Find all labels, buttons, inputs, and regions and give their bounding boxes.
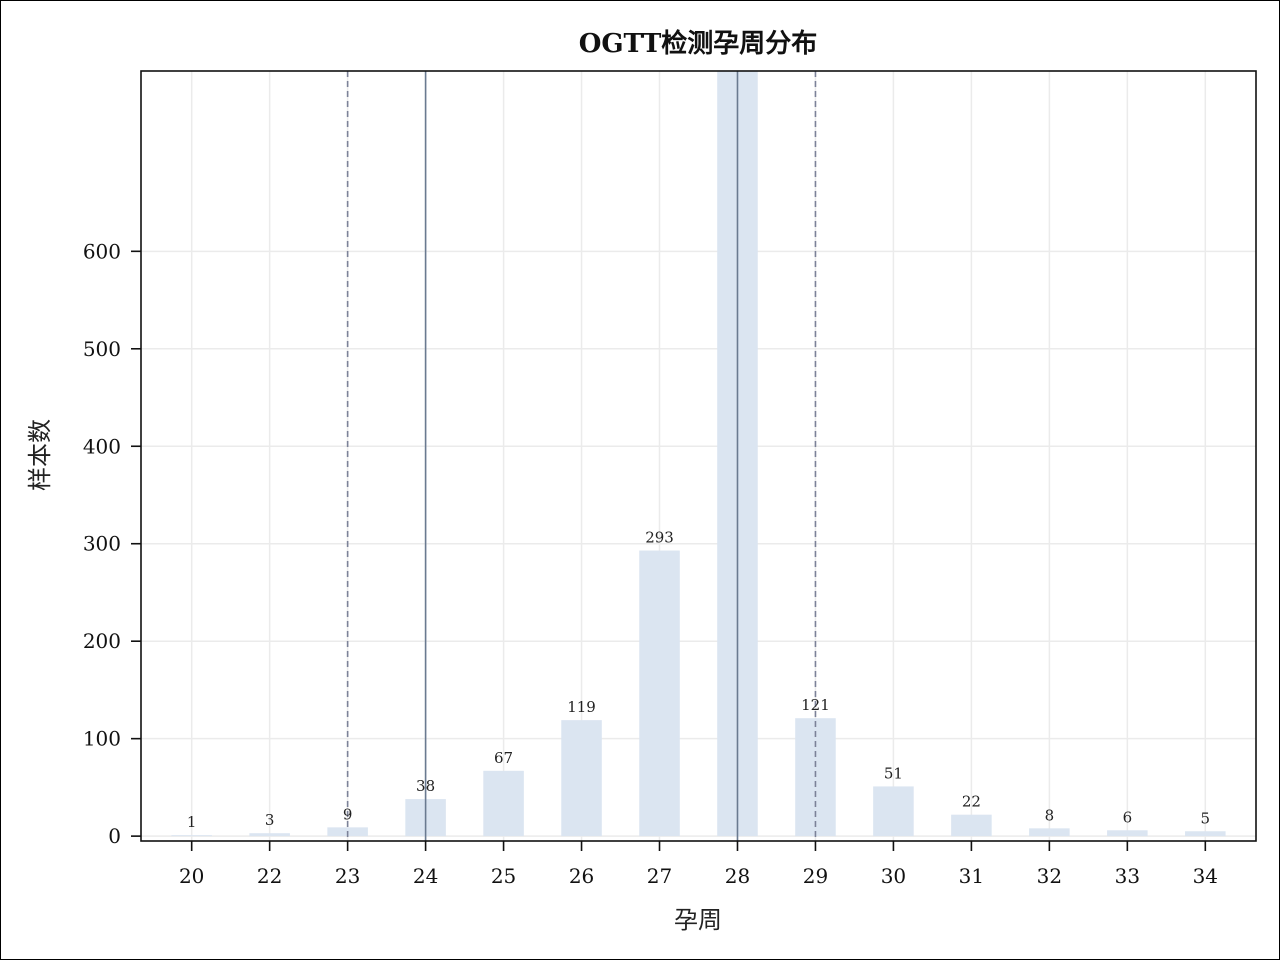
x-tick-label: 32 (1037, 864, 1062, 888)
x-tick-label: 26 (569, 864, 594, 888)
data-label: 121 (801, 696, 830, 714)
x-tick-label: 31 (959, 864, 984, 888)
data-label: 8 (1045, 806, 1055, 824)
y-tick-label: 200 (83, 629, 121, 653)
data-label: 6 (1123, 808, 1133, 826)
x-tick-label: 23 (335, 864, 360, 888)
axes: 0 100 200 300 400 500 600 20 22 23 24 25 26 27 28 29 30 3… (83, 70, 1257, 888)
data-label: 119 (567, 698, 596, 716)
data-label: 293 (645, 529, 674, 547)
x-tick-label: 33 (1115, 864, 1140, 888)
grid-lines (141, 71, 1256, 841)
bars (171, 71, 1226, 837)
bar (171, 835, 212, 837)
x-tick-label: 24 (413, 864, 438, 888)
data-label: 3 (265, 811, 275, 829)
y-tick-label: 100 (83, 727, 121, 751)
bar (1107, 830, 1148, 837)
y-tick-label: 300 (83, 532, 121, 556)
bar (1029, 828, 1070, 837)
x-tick-label: 28 (725, 864, 750, 888)
x-tick-label: 27 (647, 864, 672, 888)
y-tick-label: 600 (83, 239, 121, 263)
x-tick-label: 30 (881, 864, 906, 888)
x-tick-label: 25 (491, 864, 516, 888)
data-label: 5 (1201, 809, 1211, 827)
x-tick-label: 20 (179, 864, 204, 888)
data-label: 38 (416, 777, 435, 795)
x-tick-label: 22 (257, 864, 282, 888)
data-label: 1 (187, 813, 197, 831)
data-label: 9 (343, 805, 353, 823)
bar (639, 550, 680, 837)
data-label: 67 (494, 749, 513, 767)
reference-lines (346, 71, 817, 841)
data-label: 51 (884, 764, 903, 782)
bar (249, 833, 290, 837)
y-axis-label: 样本数 (26, 419, 54, 491)
y-tick-label: 500 (83, 337, 121, 361)
x-tick-label: 29 (803, 864, 828, 888)
x-tick-label: 34 (1193, 864, 1218, 888)
bar (483, 770, 524, 837)
x-axis-label: 孕周 (674, 906, 722, 934)
data-label: 22 (962, 793, 981, 811)
chart-title: OGTT检测孕周分布 (579, 28, 818, 59)
plot-border (140, 70, 1257, 842)
data-labels: 1 3 9 38 67 119 293 121 51 22 8 6 5 (187, 529, 1210, 832)
bar (1185, 831, 1226, 837)
bar (873, 786, 914, 837)
bar (951, 814, 992, 837)
y-tick-label: 400 (83, 434, 121, 458)
bar (561, 720, 602, 837)
y-tick-label: 0 (108, 824, 121, 848)
